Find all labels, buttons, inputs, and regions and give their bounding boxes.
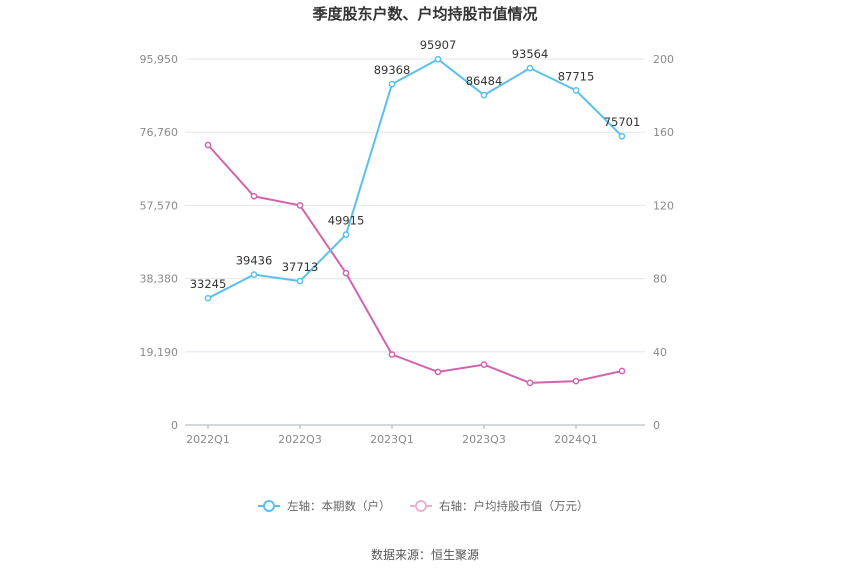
y-right-tick-label: 160 [653,126,674,139]
axes: 0 0 19,190 40 38,380 80 57,570 120 76,760 160 95,9… [140,53,675,446]
y-left-tick-label: 76,760 [140,126,179,139]
series-shareholder-count: 33245 39436 37713 49915 89368 95907 86484 93564… [190,38,641,302]
legend-marker [415,500,427,512]
data-point [480,91,488,99]
data-point [388,351,396,358]
source-note: 数据来源：恒生聚源 [371,547,479,562]
y-left-tick-label: 95,950 [140,53,179,66]
y-right-tick-label: 200 [653,53,674,66]
data-point [204,141,212,149]
data-point [388,80,396,88]
data-label: 89368 [374,63,411,77]
legend-label: 右轴：户均持股市值（万元） [439,499,589,513]
legend-item[interactable]: 左轴：本期数（户） [258,499,391,513]
data-point [250,271,258,278]
data-label: 86484 [466,74,503,88]
data-label: 39436 [236,254,273,268]
x-tick-label: 2023Q1 [370,433,414,446]
data-point [480,361,488,368]
grid-lines [185,58,645,353]
data-point [296,277,304,285]
data-point [572,377,580,385]
data-label: 87715 [558,69,595,83]
y-left-tick-label: 57,570 [140,199,179,212]
data-point [572,87,580,94]
series-avg-holding-value [204,141,626,387]
x-tick-label: 2022Q3 [278,433,322,446]
data-point [204,294,212,302]
data-label: 37713 [282,260,319,274]
y-left-tick-label: 38,380 [140,273,179,286]
legend[interactable]: 左轴：本期数（户） 右轴：户均持股市值（万元） [258,499,589,513]
data-point [250,192,258,200]
y-right-tick-label: 40 [653,346,667,359]
data-point [296,202,304,209]
data-label: 49915 [328,214,365,228]
data-label: 33245 [190,277,227,291]
series-line [207,58,623,300]
data-point [434,55,442,63]
legend-marker [263,500,275,512]
data-point [618,132,626,140]
y-left-tick-label: 0 [171,419,178,432]
legend-item[interactable]: 右轴：户均持股市值（万元） [410,499,589,513]
data-point [526,379,534,387]
series-layer: 33245 39436 37713 49915 89368 95907 86484 93564… [190,38,641,387]
y-right-tick-label: 80 [653,273,667,286]
y-right-tick-label: 0 [653,419,660,432]
data-point [434,368,442,376]
data-point [342,269,350,277]
series-line [207,144,623,384]
data-label: 75701 [604,115,641,129]
y-right-tick-label: 120 [653,199,674,212]
data-point [618,367,626,375]
legend-label: 左轴：本期数（户） [287,499,391,513]
x-tick-label: 2022Q1 [186,433,230,446]
data-point [526,64,534,72]
x-tick-label: 2024Q1 [554,433,598,446]
data-point [342,231,350,238]
y-left-tick-label: 19,190 [140,346,179,359]
chart-title: 季度股东户数、户均持股市值情况 [312,5,537,23]
data-label: 93564 [512,47,549,61]
x-tick-label: 2023Q3 [462,433,506,446]
data-label: 95907 [420,38,457,52]
